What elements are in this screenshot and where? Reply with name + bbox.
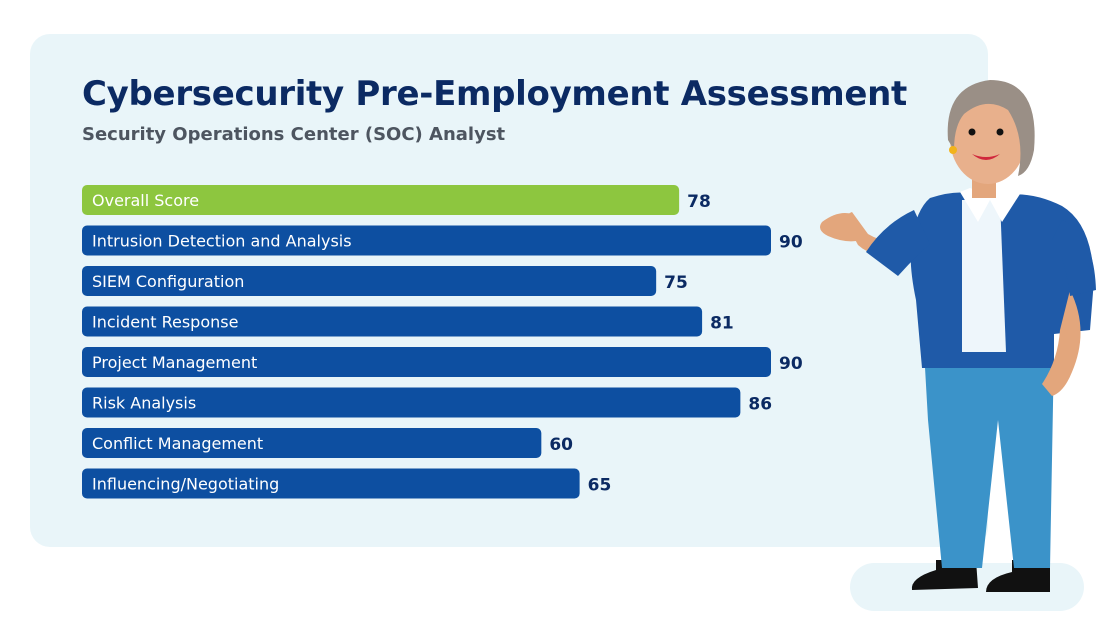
bar: [82, 266, 657, 296]
bar-category-label: Incident Response: [92, 313, 238, 332]
bar-row: Risk Analysis 86: [82, 387, 772, 418]
bar: [82, 428, 542, 458]
bar-value-label: 90: [779, 233, 803, 253]
chart-title: Cybersecurity Pre-Employment Assessment: [82, 74, 907, 114]
bar: [82, 306, 703, 337]
bar-row: Intrusion Detection and Analysis 90: [82, 225, 803, 256]
bar-value-label: 78: [687, 192, 711, 212]
bar-category-label: Conflict Management: [92, 434, 263, 453]
bar: [82, 387, 741, 418]
bar-value-label: 65: [588, 476, 612, 496]
bar-category-label: Project Management: [92, 353, 257, 372]
bar: [82, 185, 680, 215]
bar-row: Influencing/Negotiating 65: [82, 468, 612, 499]
bar-value-label: 60: [549, 435, 573, 455]
bar-category-label: Intrusion Detection and Analysis: [92, 232, 352, 251]
bar: [82, 347, 771, 377]
bar-row: Project Management 90: [82, 347, 803, 377]
bar-category-label: SIEM Configuration: [92, 272, 244, 291]
bar-category-label: Overall Score: [92, 191, 199, 210]
bar: [82, 225, 771, 256]
bar-category-label: Risk Analysis: [92, 394, 196, 413]
bar: [82, 468, 580, 499]
bar-value-label: 75: [664, 273, 688, 293]
bar-row: Conflict Management 60: [82, 428, 573, 458]
bar-value-label: 90: [779, 354, 803, 374]
bar-row: Incident Response 81: [82, 306, 734, 337]
presenter-woman-icon: [820, 80, 1096, 611]
bar-category-label: Influencing/Negotiating: [92, 475, 279, 494]
bar-value-label: 81: [710, 314, 734, 334]
bar-row: SIEM Configuration 75: [82, 266, 688, 296]
chart-subtitle: Security Operations Center (SOC) Analyst: [82, 124, 506, 145]
bar-value-label: 86: [748, 395, 772, 415]
bar-row: Overall Score 78: [82, 185, 711, 215]
